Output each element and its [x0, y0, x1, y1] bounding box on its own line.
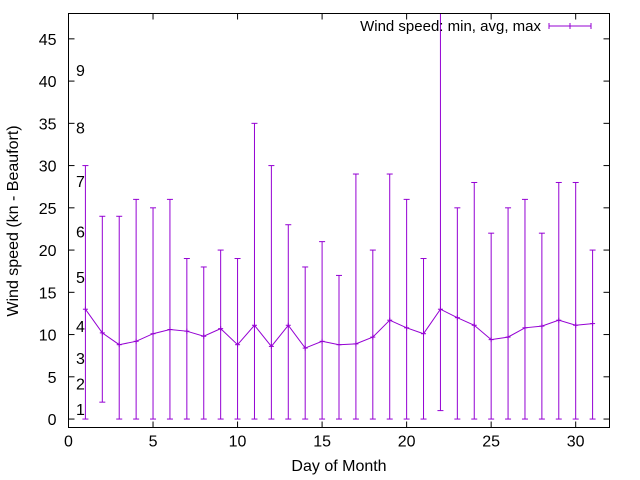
error-bar — [572, 181, 579, 420]
error-bar — [166, 198, 173, 420]
error-bar — [403, 198, 410, 420]
error-bar — [471, 181, 478, 420]
x-tick-label: 15 — [313, 434, 331, 451]
legend-key — [548, 23, 592, 29]
error-bar — [589, 249, 596, 420]
error-bar — [150, 207, 157, 420]
y-tick-label: 45 — [39, 32, 57, 49]
beaufort-label: 9 — [76, 63, 85, 80]
error-bar — [505, 207, 512, 420]
error-bar — [538, 232, 545, 420]
beaufort-label: 8 — [76, 121, 85, 138]
error-bar — [369, 249, 376, 420]
x-tick-label: 0 — [64, 434, 73, 451]
y-tick-label: 5 — [48, 370, 57, 387]
beaufort-label: 7 — [76, 174, 85, 191]
error-bar — [555, 181, 562, 420]
y-tick-label: 40 — [39, 74, 57, 91]
y-tick-label: 15 — [39, 285, 57, 302]
error-bar — [302, 266, 309, 420]
beaufort-label: 2 — [76, 377, 85, 394]
error-bar — [386, 173, 393, 420]
y-tick-label: 10 — [39, 328, 57, 345]
beaufort-label: 5 — [76, 270, 85, 287]
error-bar — [217, 249, 224, 420]
error-bar — [183, 258, 190, 420]
legend: Wind speed: min, avg, max — [360, 18, 592, 35]
y-tick-label: 35 — [39, 116, 57, 133]
error-bar — [285, 224, 292, 420]
x-axis-label: Day of Month — [291, 458, 386, 475]
x-tick-label: 30 — [567, 434, 585, 451]
beaufort-label: 4 — [76, 319, 85, 336]
beaufort-label: 6 — [76, 224, 85, 241]
beaufort-label: 3 — [76, 351, 85, 368]
error-bar — [437, 13, 444, 412]
error-bar — [454, 207, 461, 420]
error-bar — [200, 266, 207, 420]
series-layer — [82, 13, 596, 420]
beaufort-labels: 1 2 3 4 5 6 7 8 9 — [76, 63, 85, 419]
beaufort-label: 1 — [76, 402, 85, 419]
y-axis-label: Wind speed (kn - Beaufort) — [5, 125, 22, 316]
x-tick-label: 20 — [398, 434, 416, 451]
x-tick-label: 5 — [149, 434, 158, 451]
error-bar — [251, 122, 258, 420]
y-tick-label: 0 — [48, 412, 57, 429]
y-tick-label: 30 — [39, 159, 57, 176]
error-bar — [488, 232, 495, 420]
plot-frame — [68, 13, 610, 428]
error-bar — [521, 198, 528, 420]
error-bar — [352, 173, 359, 420]
error-bar — [82, 165, 89, 420]
x-tick-label: 25 — [482, 434, 500, 451]
error-bar — [133, 198, 140, 420]
error-bar — [268, 165, 275, 420]
error-bar — [116, 215, 123, 420]
error-bar — [99, 215, 106, 403]
error-bar — [336, 274, 342, 420]
error-bar — [234, 258, 241, 420]
legend-label: Wind speed: min, avg, max — [360, 18, 541, 35]
y-tick-label: 25 — [39, 201, 57, 218]
error-bar — [319, 241, 326, 420]
y-tick-label: 20 — [39, 243, 57, 260]
x-tick-label: 10 — [229, 434, 247, 451]
error-bar — [420, 258, 427, 420]
